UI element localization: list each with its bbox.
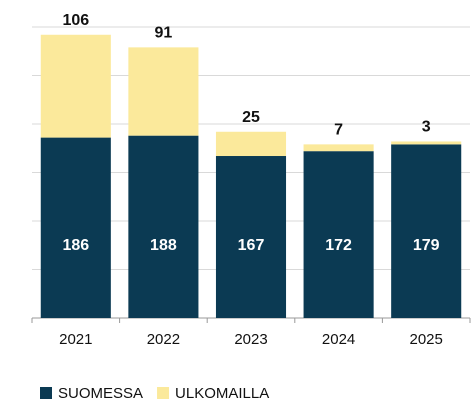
x-tick-label: 2025 xyxy=(410,331,443,348)
legend-swatch xyxy=(40,387,52,399)
bar-segment xyxy=(128,47,199,136)
legend-label: SUOMESSA xyxy=(58,385,143,402)
bar-segment xyxy=(303,151,374,318)
value-label: 167 xyxy=(238,237,265,254)
x-tick-label: 2022 xyxy=(147,331,180,348)
legend-label: ULKOMAILLA xyxy=(175,385,269,402)
value-label: 91 xyxy=(155,25,173,42)
value-label: 188 xyxy=(150,237,177,254)
bar-segment xyxy=(391,141,462,145)
bar-segment xyxy=(215,131,287,157)
bar-segment xyxy=(128,135,199,318)
value-label: 172 xyxy=(325,237,352,254)
value-label: 186 xyxy=(62,237,89,254)
x-tick-label: 2021 xyxy=(59,331,92,348)
value-label: 7 xyxy=(334,122,343,139)
value-label: 179 xyxy=(413,237,440,254)
bar-segment xyxy=(391,144,462,318)
x-tick-label: 2023 xyxy=(234,331,267,348)
bar-segment xyxy=(40,34,111,138)
bar-segment xyxy=(215,156,287,318)
bar-segment xyxy=(40,137,111,318)
value-label: 106 xyxy=(62,12,89,29)
value-label: 3 xyxy=(422,119,431,136)
x-tick-label: 2024 xyxy=(322,331,355,348)
bar-segment xyxy=(303,144,374,152)
legend-swatch xyxy=(157,387,170,399)
value-label: 25 xyxy=(242,109,260,126)
